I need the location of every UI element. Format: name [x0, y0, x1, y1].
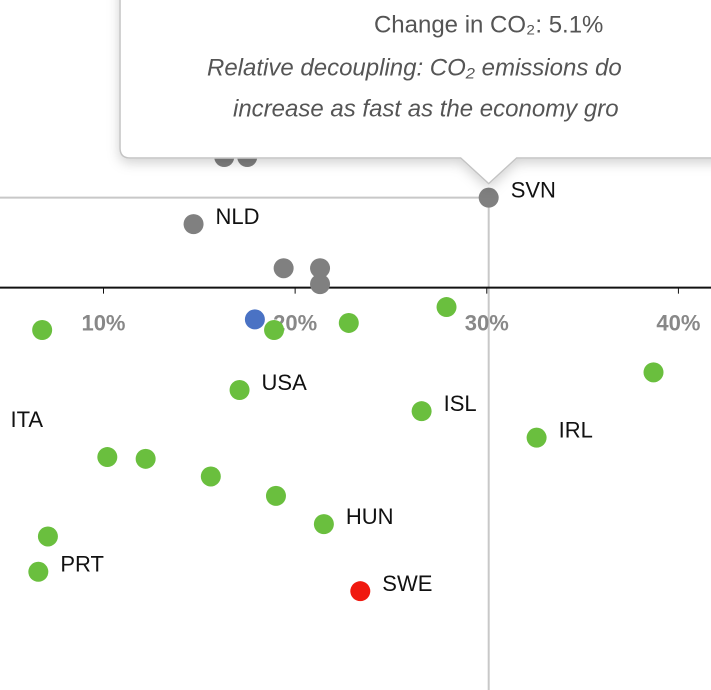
point-label: USA — [262, 370, 308, 395]
point — [526, 427, 547, 448]
point-label: SVN — [511, 177, 556, 202]
x-tick-label: 10% — [81, 310, 125, 335]
tooltip: Change in CO₂: 5.1% Relative decoupling: … — [119, 0, 711, 185]
point — [135, 448, 156, 469]
tooltip-line: increase as fast as the economy gro — [233, 95, 619, 122]
point — [310, 258, 331, 279]
point — [478, 187, 499, 208]
point — [97, 447, 118, 468]
point — [411, 401, 432, 422]
point — [264, 320, 285, 340]
point — [313, 514, 334, 535]
point — [28, 561, 49, 582]
point — [350, 581, 371, 602]
point — [265, 485, 286, 506]
point-label: PRT — [60, 552, 104, 577]
point-label: IRL — [559, 417, 593, 442]
point-label: HUN — [346, 504, 394, 529]
point-label: NLD — [216, 204, 260, 229]
x-tick-label: 30% — [465, 310, 509, 335]
point — [229, 380, 250, 400]
point — [310, 274, 331, 295]
point — [436, 297, 457, 318]
tooltip-box — [119, 0, 711, 185]
x-tick-label: 40% — [656, 310, 700, 335]
point — [183, 214, 204, 235]
point — [200, 466, 221, 487]
point — [32, 320, 53, 340]
point-label: SWE — [382, 571, 432, 596]
point — [273, 258, 294, 279]
point — [643, 362, 664, 383]
tooltip-line: Relative decoupling: CO₂ emissions do — [207, 54, 622, 81]
point — [244, 309, 265, 330]
tooltip-title: Change in CO₂: 5.1% — [374, 11, 603, 38]
point — [37, 526, 58, 547]
point — [338, 312, 359, 333]
point-label: ISL — [444, 391, 477, 416]
point-label: ITA — [11, 407, 44, 432]
